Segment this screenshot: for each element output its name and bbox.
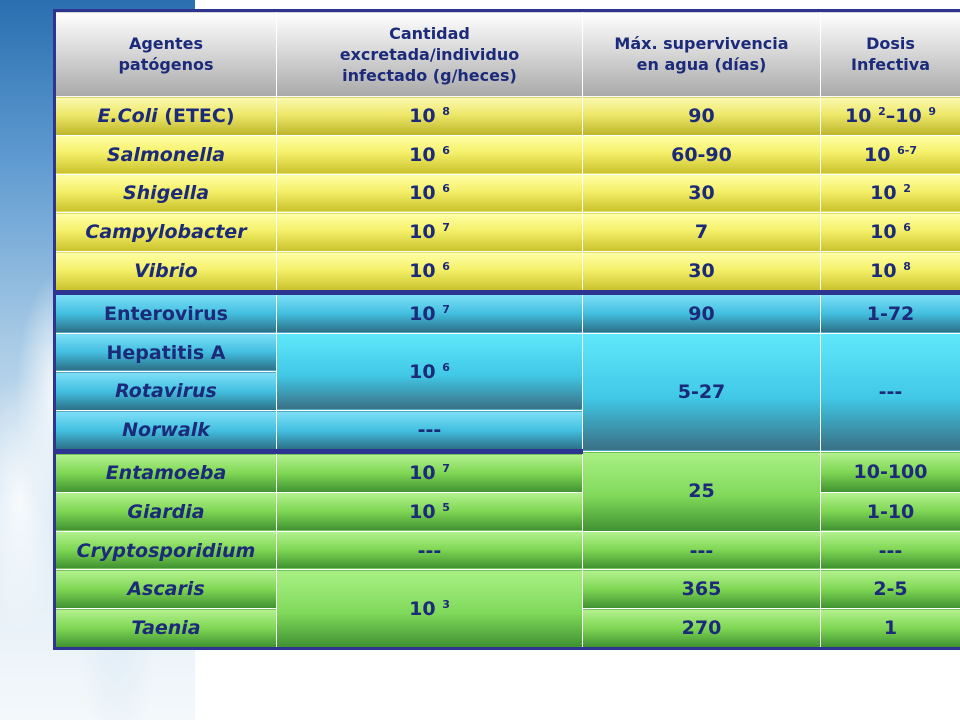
cantidad-cell: 10 6	[276, 134, 583, 175]
pathogen-name: Hepatitis A	[54, 332, 277, 373]
cantidad-cell-shared: 10 3	[276, 569, 583, 649]
header-row: Agentes patógenos Cantidad excretada/indiv…	[54, 10, 960, 97]
cantidad-cell: ---	[276, 530, 583, 571]
supervivencia-cell: 30	[582, 173, 821, 214]
table-row: Entamoeba 10 7 25 10-100	[54, 451, 960, 532]
pathogen-name: Vibrio	[54, 251, 277, 295]
pathogens-table: Agentes patógenos Cantidad excretada/indiv…	[53, 9, 960, 650]
pathogen-name: Taenia	[54, 608, 277, 649]
supervivencia-cell: 30	[582, 251, 821, 295]
pathogen-name: Entamoeba	[54, 451, 277, 493]
cantidad-cell: 10 5	[276, 491, 583, 532]
pathogen-name: Enterovirus	[54, 291, 277, 334]
dosis-cell: 1-10	[820, 491, 960, 532]
header-agentes: Agentes patógenos	[54, 10, 277, 97]
supervivencia-cell: ---	[582, 530, 821, 571]
cantidad-cell: 10 6	[276, 173, 583, 214]
dosis-cell: ---	[820, 530, 960, 571]
table-row: Ascaris 10 3 365 2-5	[54, 569, 960, 649]
table-row: Salmonella 10 6 60-90 10 6-7	[54, 134, 960, 175]
table-row: Vibrio 10 6 30 10 8	[54, 251, 960, 295]
pathogen-name: Giardia	[54, 491, 277, 532]
supervivencia-cell-shared: 5-27	[582, 332, 821, 453]
table-row: Campylobacter 10 7 7 10 6	[54, 212, 960, 252]
supervivencia-cell-shared: 25	[582, 451, 821, 532]
header-supervivencia: Máx. supervivencia en agua (días)	[582, 10, 821, 97]
dosis-cell: 1-72	[820, 291, 960, 334]
cantidad-cell: 10 7	[276, 291, 583, 334]
dosis-cell: 10 8	[820, 251, 960, 295]
dosis-cell: 10-100	[820, 451, 960, 493]
table-row: Taenia 270 1	[54, 608, 960, 649]
supervivencia-cell: 60-90	[582, 134, 821, 175]
supervivencia-cell: 90	[582, 96, 821, 136]
dosis-cell-shared: ---	[820, 332, 960, 453]
supervivencia-cell: 365	[582, 569, 821, 610]
cantidad-cell-shared: 10 6	[276, 332, 583, 412]
dosis-cell: 10 6-7	[820, 134, 960, 175]
cantidad-cell: 10 6	[276, 251, 583, 295]
header-dosis: Dosis Infectiva	[820, 10, 960, 97]
header-cantidad: Cantidad excretada/individuo infectado (g/…	[276, 10, 583, 97]
table-row: E.Coli (ETEC) 10 8 90 10 2–10 9	[54, 96, 960, 136]
table-row: Norwalk ---	[54, 410, 960, 455]
pathogen-name: Cryptosporidium	[54, 530, 277, 571]
pathogen-name: E.Coli (ETEC)	[54, 96, 277, 136]
pathogen-name: Campylobacter	[54, 212, 277, 252]
cantidad-cell: ---	[276, 410, 583, 455]
cantidad-cell: 10 8	[276, 96, 583, 136]
cantidad-cell: 10 7	[276, 212, 583, 252]
cantidad-cell: 10 7	[276, 451, 583, 493]
table-row: Hepatitis A 10 6 5-27 ---	[54, 332, 960, 453]
pathogen-name: Ascaris	[54, 569, 277, 610]
table-row: Shigella 10 6 30 10 2	[54, 173, 960, 214]
supervivencia-cell: 270	[582, 608, 821, 649]
dosis-cell: 10 2–10 9	[820, 96, 960, 136]
table-row: Cryptosporidium --- --- ---	[54, 530, 960, 571]
dosis-cell: 2-5	[820, 569, 960, 610]
pathogen-name: Salmonella	[54, 134, 277, 175]
pathogen-name: Rotavirus	[54, 371, 277, 412]
supervivencia-cell: 7	[582, 212, 821, 252]
dosis-cell: 10 2	[820, 173, 960, 214]
dosis-cell: 10 6	[820, 212, 960, 252]
pathogen-name: Shigella	[54, 173, 277, 214]
dosis-cell: 1	[820, 608, 960, 649]
table-row: Rotavirus	[54, 371, 960, 412]
table-row: Giardia 10 5 1-10	[54, 491, 960, 532]
table-row: Enterovirus 10 7 90 1-72	[54, 291, 960, 334]
supervivencia-cell: 90	[582, 291, 821, 334]
pathogen-name: Norwalk	[54, 410, 277, 455]
